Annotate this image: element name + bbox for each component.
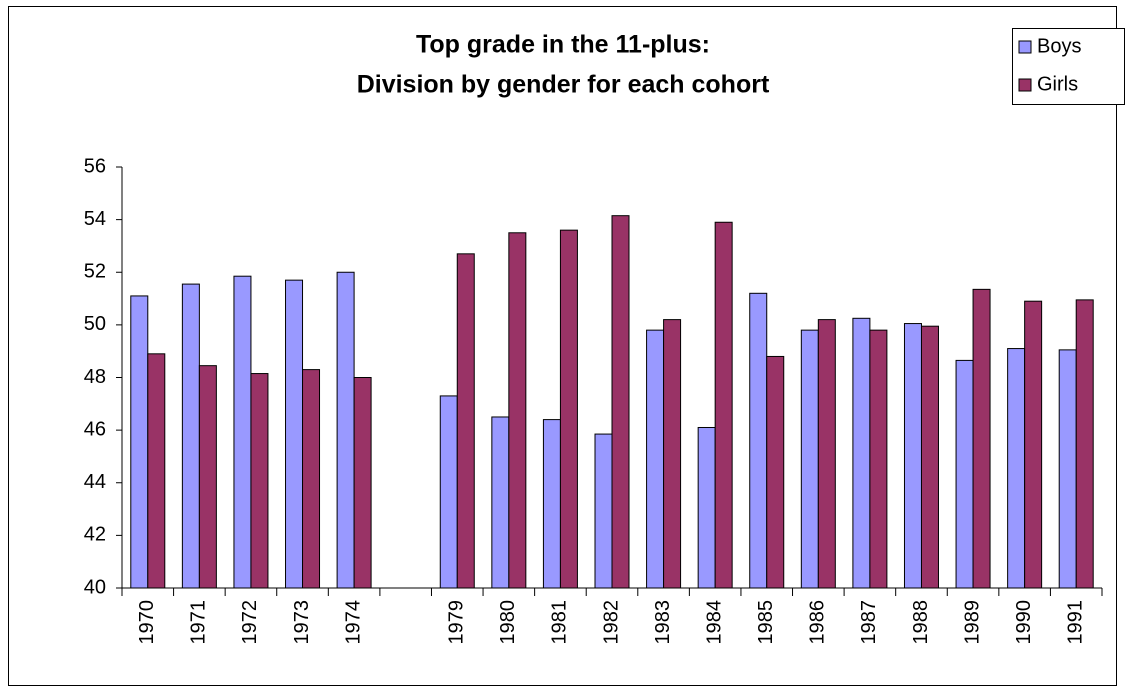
bar: [714, 221, 733, 589]
chart-title: Top grade in the 11-plus:: [416, 31, 710, 59]
bar: [198, 365, 217, 589]
bar: [181, 283, 200, 589]
bar: [869, 329, 888, 589]
bar: [663, 319, 682, 589]
y-tick-label: 48: [84, 366, 106, 388]
bar: [1007, 348, 1026, 589]
bar: [233, 275, 252, 589]
x-tick-label: 1990: [1013, 600, 1035, 645]
bar: [1024, 300, 1043, 589]
bar: [250, 373, 269, 589]
bar: [336, 271, 355, 589]
bar: [766, 355, 785, 589]
bar: [542, 419, 561, 589]
bar: [920, 325, 939, 589]
y-tick-label: 44: [84, 471, 106, 493]
bar: [955, 359, 974, 589]
x-tick-label: 1986: [807, 600, 829, 645]
x-tick-label: 1982: [600, 600, 622, 645]
legend-label: Boys: [1037, 35, 1081, 57]
x-tick-label: 1987: [858, 600, 880, 645]
x-tick-label: 1970: [136, 600, 158, 645]
legend-swatch: [1018, 40, 1032, 54]
x-tick-label: 1971: [188, 600, 210, 645]
bar: [611, 215, 630, 589]
bar: [749, 292, 768, 589]
bar: [285, 279, 304, 589]
bar: [1058, 349, 1077, 589]
bar: [130, 295, 149, 589]
x-tick-label: 1973: [291, 600, 313, 645]
bar: [559, 229, 578, 589]
x-tick-label: 1991: [1064, 600, 1086, 645]
y-tick-label: 56: [84, 155, 106, 177]
x-tick-label: 1983: [652, 600, 674, 645]
bar: [491, 416, 510, 589]
bar: [508, 232, 527, 589]
bar: [1075, 299, 1094, 589]
bar: [817, 319, 836, 589]
bar: [697, 426, 716, 589]
legend-label: Girls: [1037, 73, 1078, 95]
bar: [852, 317, 871, 589]
y-tick-label: 54: [84, 208, 106, 230]
x-tick-label: 1974: [342, 600, 364, 645]
bar: [439, 395, 458, 589]
x-tick-label: 1985: [755, 600, 777, 645]
x-tick-label: 1988: [910, 600, 932, 645]
bar: [302, 369, 321, 589]
x-tick-label: 1981: [549, 600, 571, 645]
bar: [594, 433, 613, 589]
y-tick-label: 52: [84, 261, 106, 283]
bar: [972, 288, 991, 589]
bar: [800, 329, 819, 589]
legend-swatch: [1018, 78, 1032, 92]
x-tick-label: 1984: [703, 600, 725, 645]
y-tick-label: 50: [84, 313, 106, 335]
chart-title: Division by gender for each cohort: [357, 71, 770, 99]
x-tick-label: 1979: [446, 600, 468, 645]
x-tick-label: 1972: [239, 600, 261, 645]
bar: [456, 253, 475, 589]
y-tick-label: 40: [84, 576, 106, 598]
y-tick-label: 46: [84, 418, 106, 440]
x-tick-label: 1989: [961, 600, 983, 645]
bar: [147, 353, 166, 589]
y-tick-label: 42: [84, 524, 106, 546]
bar: [646, 329, 665, 589]
bar: [903, 323, 922, 589]
bar: [353, 377, 372, 589]
x-tick-label: 1980: [497, 600, 519, 645]
